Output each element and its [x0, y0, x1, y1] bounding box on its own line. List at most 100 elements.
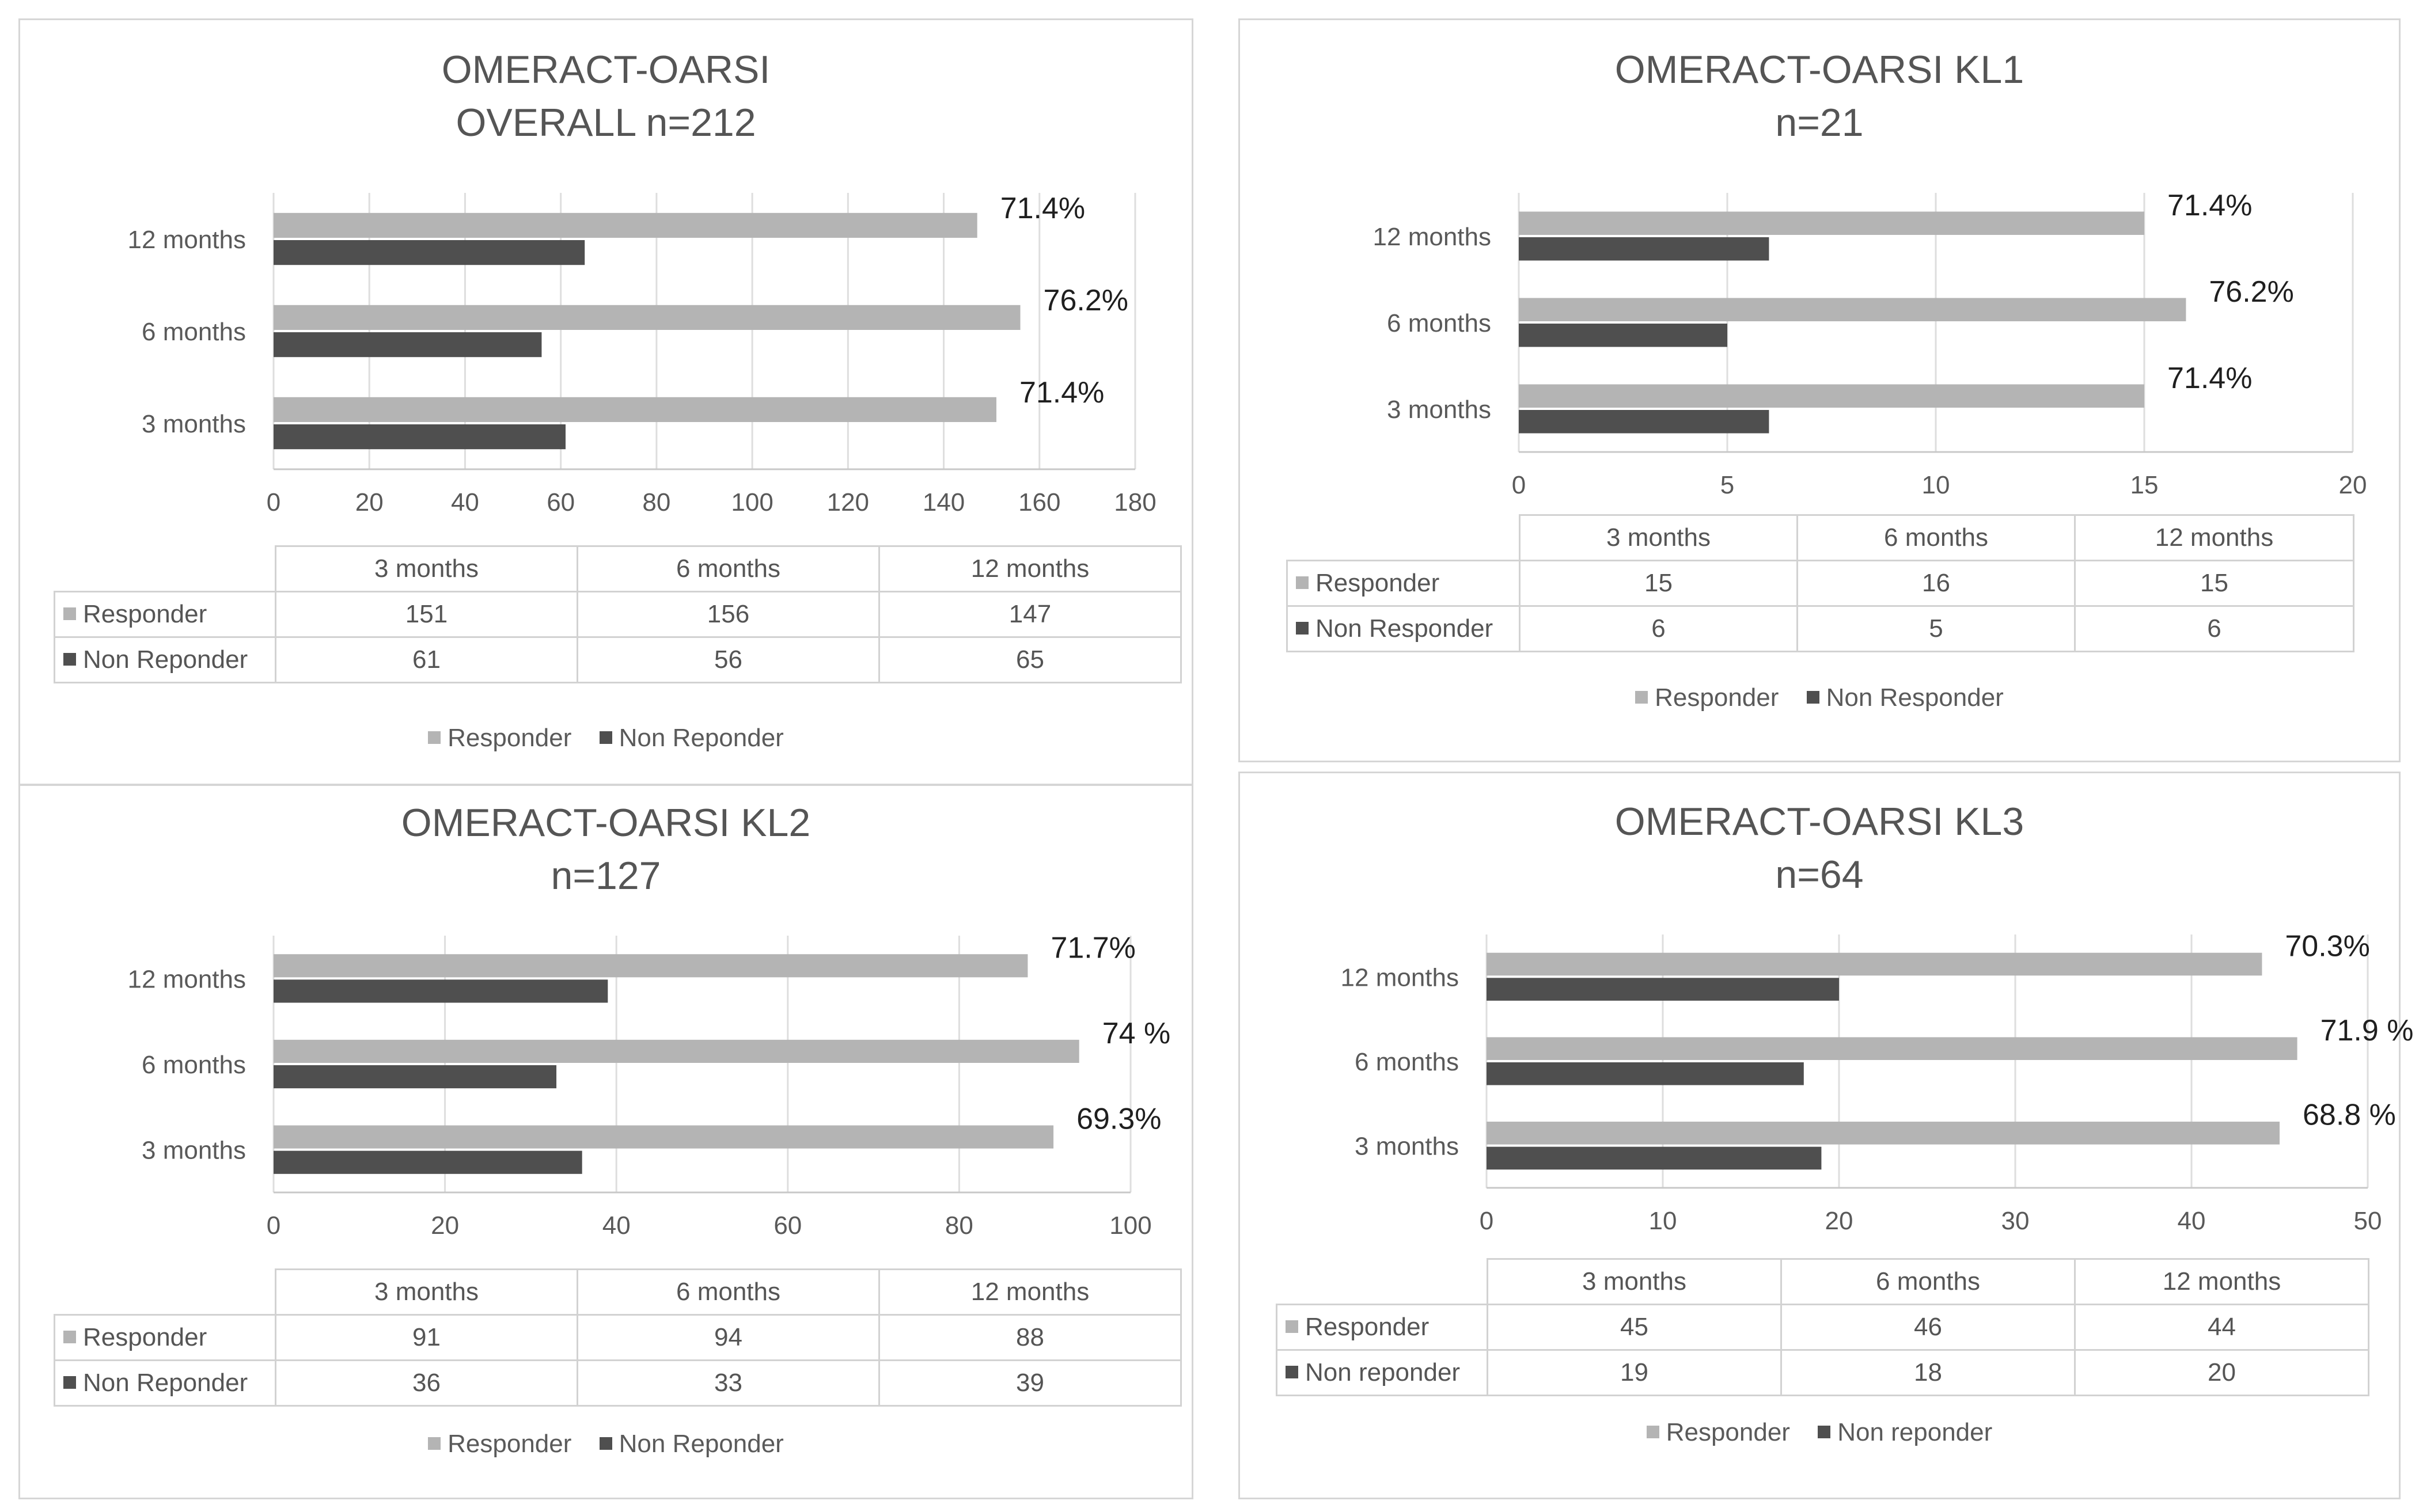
responder-swatch-icon [1286, 1320, 1298, 1334]
table-row-non-responder: Non reponder 19 18 20 [1276, 1349, 2369, 1396]
x-tick-label: 80 [945, 1211, 973, 1240]
responder-swatch-icon [63, 1331, 76, 1344]
bar-non-responder [1487, 1146, 1822, 1170]
table-cell: 147 [878, 591, 1182, 638]
percentage-label: 68.8 % [2303, 1099, 2396, 1132]
legend-item-non-responder: Non Reponder [599, 1430, 784, 1458]
legend-label: Non Reponder [619, 1430, 784, 1458]
row-label-text: Non Responder [1315, 614, 1493, 643]
chart-title-line2: OVERALL n=212 [456, 101, 756, 145]
bar-non-responder [1487, 1062, 1804, 1085]
x-tick-label: 0 [267, 488, 280, 516]
table-cell: 156 [577, 591, 880, 638]
data-table-kl2: 3 months 6 months 12 months Responder 91… [54, 1268, 1182, 1407]
table-row-label: Non Responder [1286, 605, 1521, 652]
chart-legend: Responder Non Responder [1240, 683, 2399, 712]
x-tick-label: 100 [1109, 1211, 1151, 1240]
row-label-text: Responder [1315, 569, 1440, 597]
legend-item-responder: Responder [1646, 1418, 1790, 1446]
bar-non-responder [274, 1065, 557, 1089]
bar-responder [1519, 384, 2144, 408]
chart-title: OMERACT-OARSI OVERALL n=212 [20, 43, 1192, 149]
bar-non-responder [274, 332, 542, 358]
bar-responder [274, 1039, 1079, 1063]
x-tick-label: 60 [547, 488, 575, 516]
x-tick-label: 20 [355, 488, 384, 516]
table-header-cell: 3 months [275, 545, 578, 592]
bar-responder [1487, 952, 2262, 976]
table-cell: 61 [275, 636, 578, 683]
table-header-row: 3 months 6 months 12 months [1287, 514, 2354, 561]
bar-non-responder [274, 979, 608, 1003]
x-tick-label: 160 [1018, 488, 1060, 516]
bar-non-responder [1519, 237, 1769, 261]
y-category-label: 6 months [142, 318, 246, 346]
table-cell: 36 [275, 1359, 578, 1407]
chart-title-line1: OMERACT-OARSI KL2 [401, 801, 811, 845]
bar-non-responder [1519, 324, 1727, 347]
chart-title: OMERACT-OARSI KL1 n=21 [1240, 43, 2399, 149]
table-header-cell: 3 months [1519, 514, 1798, 561]
y-category-label: 12 months [1373, 223, 1491, 251]
bar-responder [274, 212, 977, 238]
x-tick-label: 0 [267, 1211, 280, 1240]
percentage-label: 71.7% [1051, 931, 1135, 964]
table-header-cell: 12 months [878, 1268, 1182, 1316]
table-row-label: Responder [1276, 1304, 1488, 1351]
table-row-label: Responder [1286, 560, 1521, 607]
bar-chart-overall: 0 20 40 60 80 100 120 140 160 180 3 months 71.4% 6 m… [128, 192, 1157, 516]
y-category-label: 3 months [142, 1137, 246, 1165]
bar-non-responder [274, 424, 566, 450]
chart-legend: Responder Non reponder [1240, 1418, 2399, 1447]
table-cell: 88 [878, 1314, 1182, 1361]
responder-swatch-icon [428, 1437, 441, 1450]
table-corner [1277, 1259, 1488, 1305]
y-category-label: 3 months [1387, 396, 1491, 424]
table-row-non-responder: Non Responder 6 5 6 [1286, 605, 2354, 652]
table-cell: 33 [577, 1359, 880, 1407]
y-category-label: 3 months [1355, 1133, 1459, 1161]
table-row-label: Non Reponder [54, 636, 276, 683]
table-row-non-responder: Non Reponder 61 56 65 [54, 636, 1182, 683]
table-header-cell: 12 months [878, 545, 1182, 592]
table-cell: 44 [2074, 1304, 2369, 1351]
table-header-cell: 12 months [2074, 1258, 2369, 1305]
bar-chart-kl1: 0 5 10 15 20 3 months 71.4% 6 months 76.2% 12 mon… [1373, 189, 2367, 499]
non-responder-swatch-icon [63, 653, 76, 666]
percentage-label: 71.4% [2167, 189, 2252, 222]
percentage-label: 71.4% [1000, 192, 1085, 225]
table-row-responder: Responder 151 156 147 [54, 591, 1182, 638]
chart-panel-kl3: OMERACT-OARSI KL3 n=64 0 10 20 30 40 50 3 mont… [1238, 772, 2413, 1499]
table-cell: 45 [1487, 1304, 1782, 1351]
table-cell: 56 [577, 636, 880, 683]
bar-responder [274, 305, 1021, 330]
percentage-label: 76.2% [1044, 284, 1128, 317]
table-cell: 5 [1796, 605, 2076, 652]
y-category-label: 12 months [128, 965, 246, 993]
table-header-row: 3 months 6 months 12 months [55, 545, 1182, 592]
chart-panel-kl1: OMERACT-OARSI KL1 n=21 0 5 10 15 20 3 months 7… [1238, 18, 2401, 762]
x-tick-label: 30 [2001, 1207, 2030, 1235]
x-tick-label: 0 [1480, 1207, 1493, 1235]
percentage-label: 69.3% [1076, 1103, 1161, 1136]
bar-responder [274, 954, 1028, 978]
table-header-cell: 6 months [577, 1268, 880, 1316]
x-tick-label: 100 [731, 488, 773, 516]
row-label-text: Responder [83, 600, 207, 628]
percentage-label: 71.9 % [2321, 1014, 2414, 1047]
chart-panel-overall: OMERACT-OARSI OVERALL n=212 0 20 40 60 80 100… [18, 18, 1193, 785]
x-tick-label: 40 [602, 1211, 631, 1240]
responder-swatch-icon [1646, 1426, 1659, 1439]
bar-non-responder [274, 1150, 582, 1174]
table-cell: 39 [878, 1359, 1182, 1407]
non-responder-swatch-icon [1286, 1366, 1298, 1379]
table-cell: 6 [1519, 605, 1798, 652]
bar-non-responder [1487, 978, 1839, 1001]
table-cell: 15 [2074, 560, 2354, 607]
chart-title-line2: n=127 [551, 854, 661, 898]
legend-item-responder: Responder [428, 724, 571, 752]
legend-item-responder: Responder [428, 1430, 571, 1458]
y-category-label: 12 months [1341, 963, 1459, 991]
x-tick-label: 80 [642, 488, 670, 516]
chart-panel-kl2: OMERACT-OARSI KL2 n=127 0 20 40 60 80 100 3 mo… [18, 784, 1193, 1499]
